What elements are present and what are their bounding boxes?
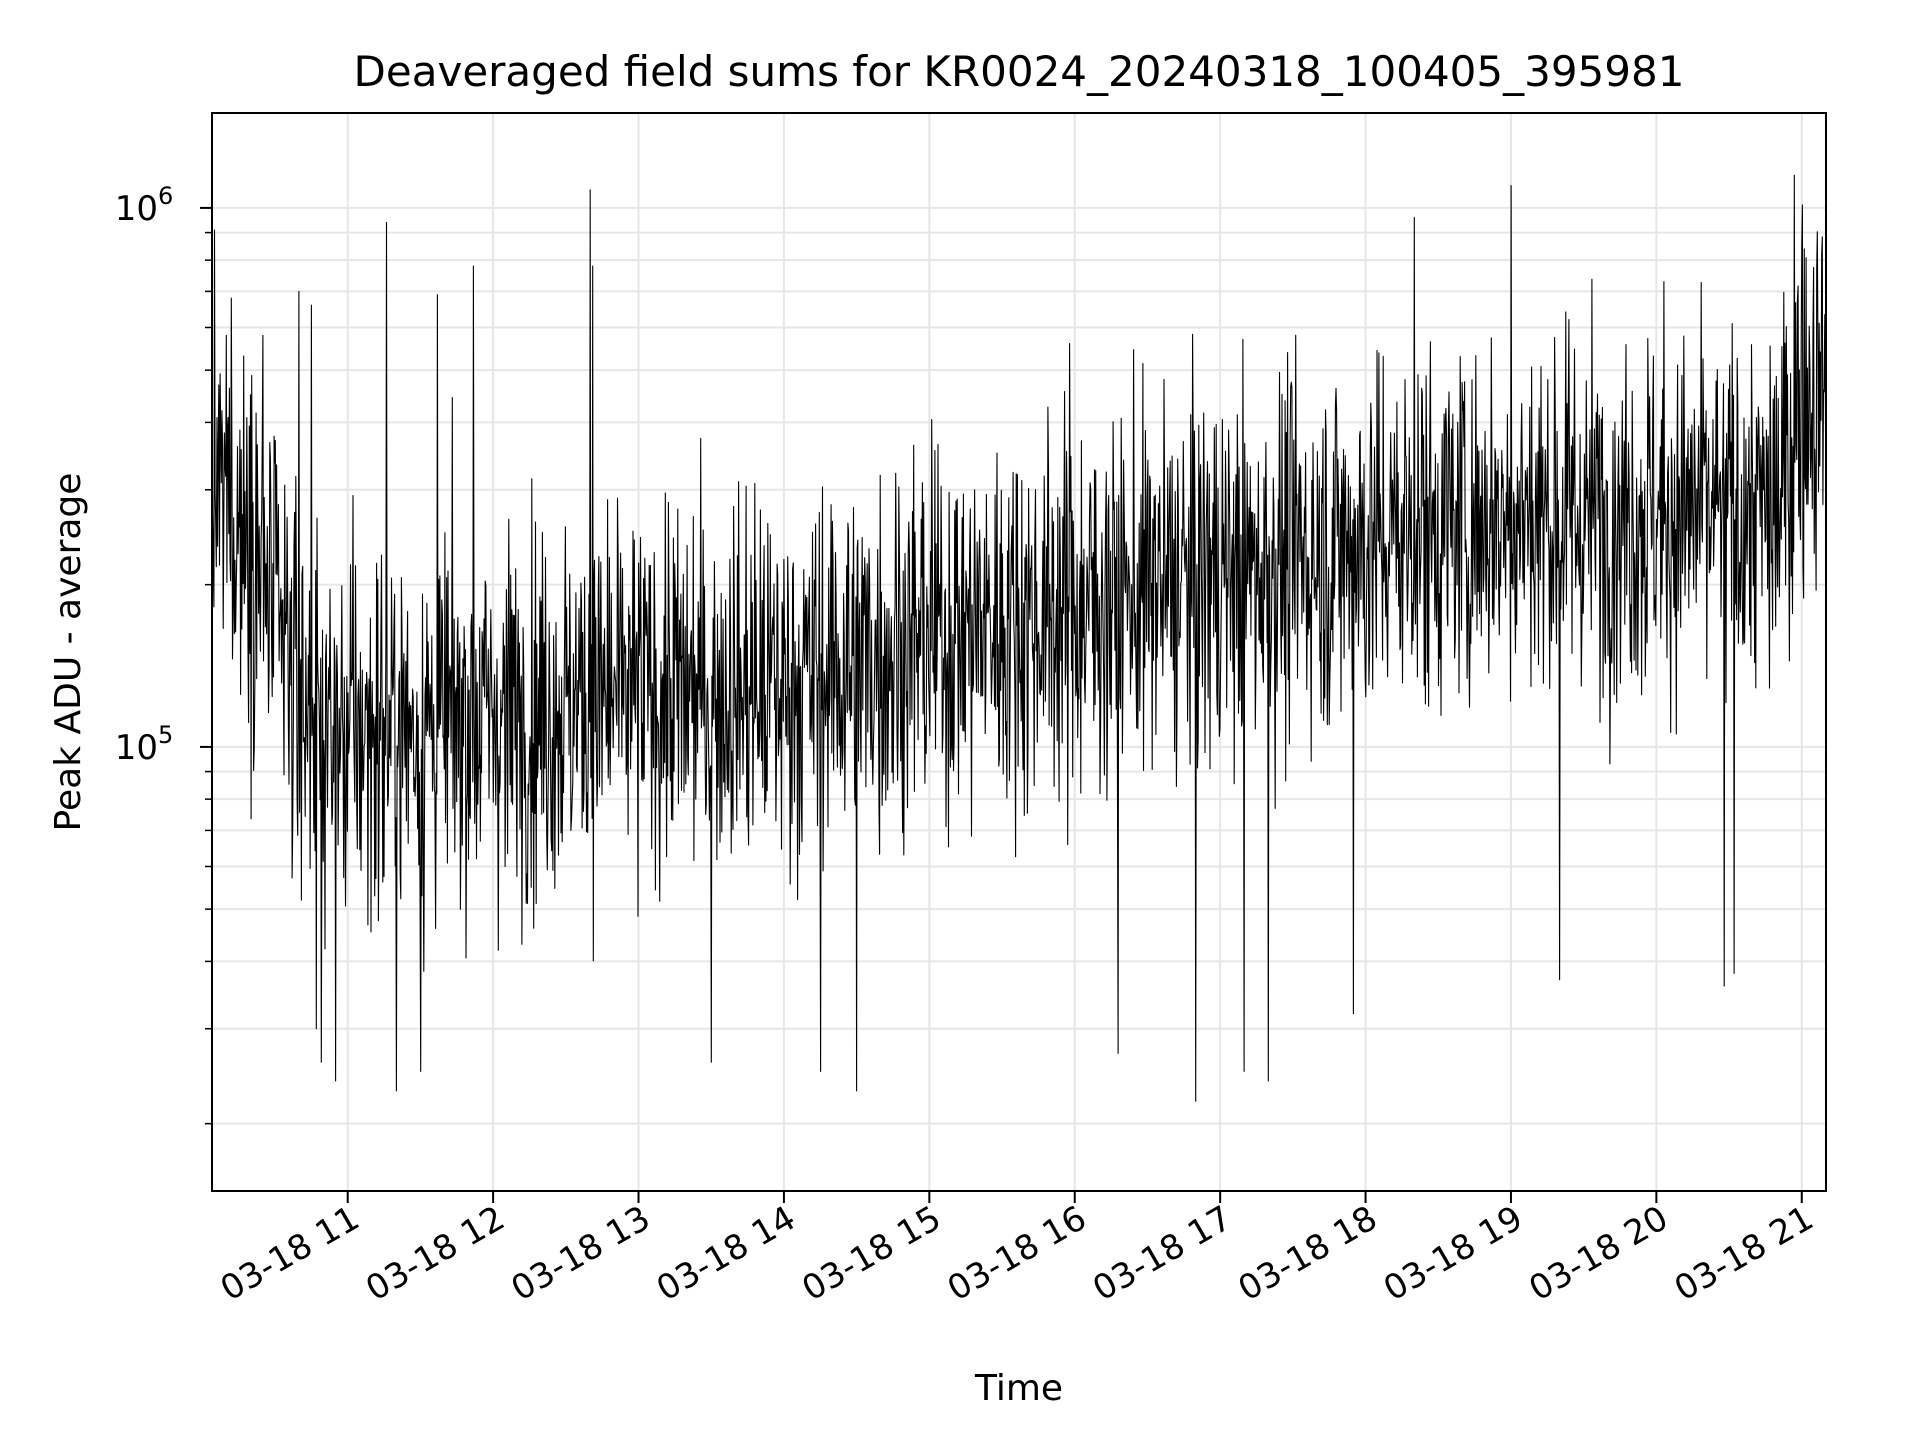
x-axis-label: Time: [974, 1368, 1063, 1409]
plot-frame: [211, 112, 1827, 1192]
y-tick-exponent: 5: [158, 721, 173, 749]
y-tick-label: 105: [115, 721, 174, 768]
chart-title: Deaveraged field sums for KR0024_2024031…: [354, 47, 1685, 96]
series-line: [211, 174, 1827, 1102]
y-tick-base: 10: [115, 189, 158, 229]
y-axis-label: Peak ADU - average: [48, 473, 89, 832]
y-tick-label: 106: [115, 182, 174, 229]
series-path: [211, 174, 1827, 1102]
y-tick-exponent: 6: [158, 182, 173, 210]
y-tick-base: 10: [115, 728, 158, 768]
